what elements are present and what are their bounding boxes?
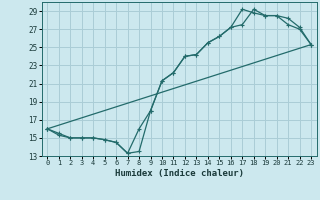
X-axis label: Humidex (Indice chaleur): Humidex (Indice chaleur)	[115, 169, 244, 178]
